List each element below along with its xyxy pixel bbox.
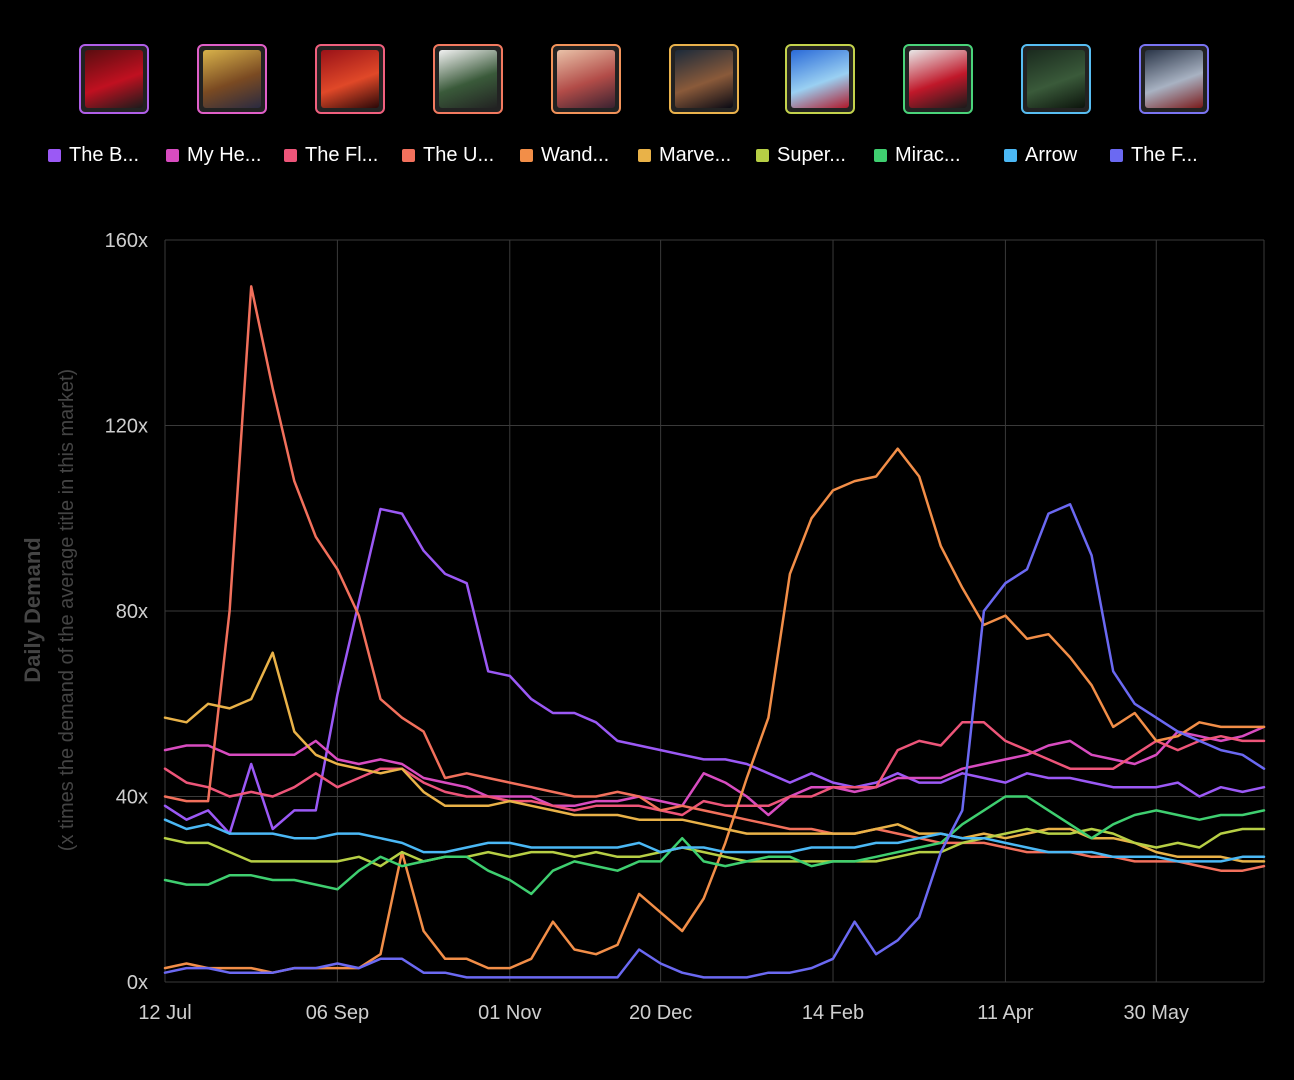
poster-image (203, 50, 261, 108)
legend-item[interactable]: The Fl... (284, 140, 378, 170)
series-line (163, 721, 1266, 817)
x-tick-label: 12 Jul (138, 1002, 191, 1024)
legend-item[interactable]: Wand... (520, 140, 609, 170)
poster-image (557, 50, 615, 108)
x-tick-label: 20 Dec (629, 1002, 692, 1024)
y-tick-label: 40x (116, 787, 148, 809)
legend-label: Mirac... (895, 143, 961, 166)
legend-swatch (520, 148, 533, 162)
poster-thumbnail[interactable] (315, 44, 385, 114)
legend-label: Arrow (1025, 143, 1078, 166)
legend-swatch (638, 148, 651, 162)
series-line (163, 447, 1266, 974)
poster-image (85, 50, 143, 108)
legend-swatch (756, 148, 769, 162)
y-tick-label: 0x (127, 972, 148, 994)
series-line (163, 507, 1266, 835)
legend-label: The Fl... (305, 143, 379, 166)
series-line (163, 503, 1266, 979)
legend-item[interactable]: My He... (166, 140, 261, 170)
y-tick-label: 80x (116, 601, 148, 623)
poster-image (439, 50, 497, 108)
series-line (163, 795, 1266, 896)
poster-image (321, 50, 379, 108)
legend-item[interactable]: The F... (1110, 140, 1198, 170)
legend-label: Super... (777, 143, 846, 166)
legend-label: Wand... (541, 143, 610, 166)
poster-thumbnail[interactable] (669, 44, 739, 114)
poster-image (909, 50, 967, 108)
legend-item[interactable]: Super... (756, 140, 846, 170)
legend-swatch (874, 148, 887, 162)
x-tick-label: 01 Nov (478, 1002, 541, 1024)
legend-swatch (402, 148, 415, 162)
thumbnail-strip (0, 44, 1294, 118)
poster-thumbnail[interactable] (1021, 44, 1091, 114)
legend-label: The B... (69, 143, 140, 166)
poster-thumbnail[interactable] (197, 44, 267, 114)
legend-item[interactable]: The B... (48, 140, 139, 170)
legend-label: My He... (187, 143, 262, 166)
poster-image (675, 50, 733, 108)
legend-item[interactable]: Mirac... (874, 140, 961, 170)
y-tick-label: 120x (105, 416, 148, 438)
poster-image (791, 50, 849, 108)
x-tick-label: 14 Feb (802, 1002, 864, 1024)
legend-swatch (166, 148, 179, 162)
chart-lines (163, 285, 1266, 979)
y-tick-label: 160x (105, 230, 148, 252)
legend-item[interactable]: The U... (402, 140, 494, 170)
poster-thumbnail[interactable] (1139, 44, 1209, 114)
x-tick-label: 30 May (1123, 1002, 1189, 1024)
chart-legend: The B... My He... The Fl... The U... Wand...… (0, 140, 1294, 170)
legend-label: The U... (423, 143, 495, 166)
y-axis-label: Daily Demand (20, 537, 45, 683)
series-line (163, 818, 1266, 863)
y-axis-ticks: 0x 40x 80x 120x 160x (105, 230, 148, 994)
poster-thumbnail[interactable] (433, 44, 503, 114)
y-axis-sublabel: (x times the demand of the average title… (56, 369, 78, 851)
legend-swatch (1004, 148, 1017, 162)
legend-swatch (48, 148, 61, 162)
poster-thumbnail[interactable] (551, 44, 621, 114)
poster-thumbnail[interactable] (785, 44, 855, 114)
legend-label: Marve... (659, 143, 732, 166)
legend-item[interactable]: Marve... (638, 140, 731, 170)
series-line (163, 285, 1266, 872)
series-line (163, 725, 1266, 817)
poster-thumbnail[interactable] (903, 44, 973, 114)
legend-item[interactable]: Arrow (1004, 140, 1077, 170)
chart-grid (164, 239, 1265, 983)
x-tick-label: 11 Apr (977, 1002, 1034, 1024)
poster-thumbnail[interactable] (79, 44, 149, 114)
poster-image (1145, 50, 1203, 108)
series-line (163, 651, 1266, 863)
x-axis-ticks: 12 Jul 06 Sep 01 Nov 20 Dec 14 Feb 11 Apr 30 M… (138, 1002, 1189, 1024)
legend-label: The F... (1131, 143, 1198, 166)
legend-swatch (1110, 148, 1123, 162)
x-tick-label: 06 Sep (306, 1002, 369, 1024)
legend-swatch (284, 148, 297, 162)
poster-image (1027, 50, 1085, 108)
